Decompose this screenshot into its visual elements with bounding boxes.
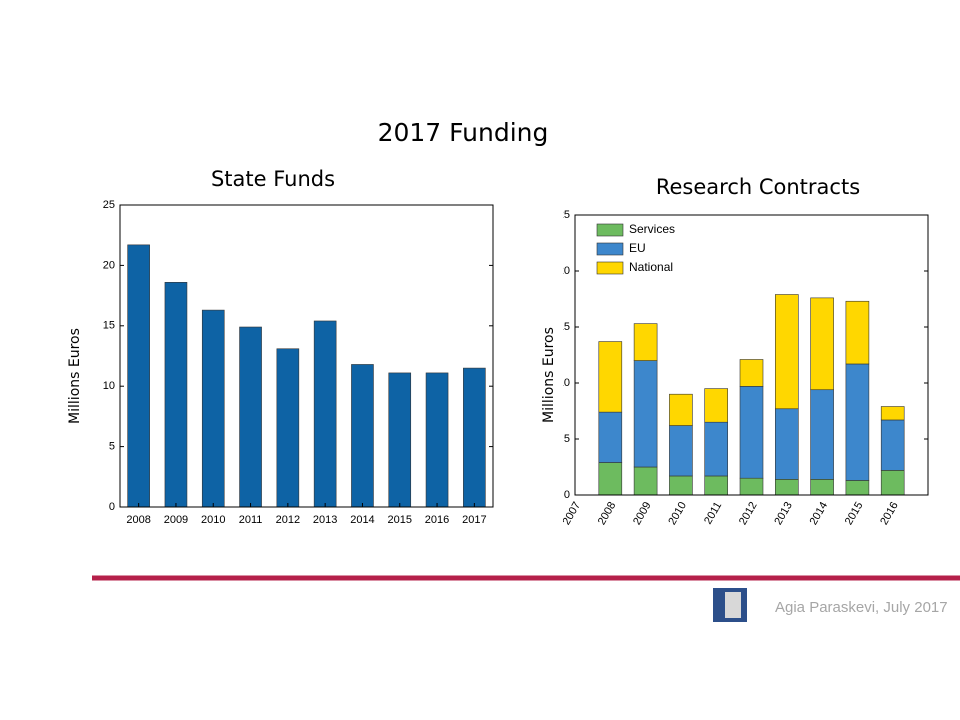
x-tick-label: 2009 (164, 514, 188, 526)
bar-segment (810, 297, 834, 391)
legend-swatch (596, 261, 624, 275)
bar-segment (704, 475, 729, 496)
bar-segment (880, 470, 905, 496)
bar-segment (598, 462, 623, 496)
x-tick-label: 2015 (388, 514, 412, 526)
bar (127, 244, 150, 508)
plot-frame (119, 204, 494, 508)
bar-segment (845, 480, 870, 496)
bar (276, 348, 300, 508)
bar (463, 367, 486, 508)
logo-figure (725, 592, 741, 618)
bar-segment (739, 359, 764, 387)
bar (239, 326, 262, 508)
x-tick-label: 2017 (462, 514, 486, 526)
x-tick-label: 2014 (350, 514, 374, 526)
bar-segment (633, 323, 658, 361)
bar-segment (880, 419, 905, 471)
x-tick-label: 2016 (878, 500, 901, 527)
bar-segment (704, 421, 729, 477)
bar (425, 372, 449, 508)
y-tick-label: 15 (558, 321, 570, 333)
bar-segment (669, 425, 693, 477)
x-tick-label: 2008 (126, 514, 150, 526)
bar-segment (845, 300, 870, 365)
y-axis-label: Millions Euros (67, 328, 83, 424)
bar-segment (739, 477, 764, 496)
x-tick-label: 2007 (560, 500, 583, 527)
x-tick-label: 2012 (276, 514, 300, 526)
x-tick-label: 2012 (737, 500, 760, 527)
bar (201, 309, 225, 508)
x-tick-label: 2016 (425, 514, 449, 526)
y-tick-label: 10 (103, 380, 115, 392)
chart-research-contracts: 0 5 10 15 20 25 2007 2008 2009 2010 2011 2012 2013 20… (558, 209, 929, 527)
bar-segment (704, 388, 729, 423)
x-tick-label: 2014 (808, 500, 831, 527)
y-tick-label: 5 (564, 433, 570, 445)
x-tick-label: 2011 (702, 500, 724, 526)
bar-segment (633, 466, 658, 496)
bar-segment (880, 406, 905, 421)
y-tick-label: 25 (558, 209, 570, 221)
y-tick-label: 20 (558, 265, 570, 277)
legend-label: Services (629, 222, 675, 236)
legend-label: EU (629, 241, 646, 255)
x-tick-label: 2010 (201, 514, 225, 526)
y-tick-label: 25 (103, 199, 115, 211)
bar-segment (739, 386, 764, 479)
chart-title: State Funds (211, 167, 335, 191)
plot-frame (574, 214, 929, 496)
bar-segment (598, 341, 623, 413)
bar-segment (774, 294, 799, 410)
bar-segment (598, 411, 623, 463)
legend-swatch (596, 242, 624, 256)
bar-segment (669, 393, 693, 426)
bar (351, 364, 374, 508)
legend-label: National (629, 260, 673, 274)
y-tick-label: 15 (103, 320, 115, 332)
y-tick-label: 10 (558, 377, 570, 389)
bar-segment (633, 360, 658, 468)
x-tick-label: 2009 (631, 500, 654, 527)
bar-segment (774, 479, 799, 496)
y-axis-label: Millions Euros (541, 327, 557, 423)
chart-title: Research Contracts (656, 175, 860, 199)
bar (388, 372, 412, 508)
bar-segment (810, 479, 834, 496)
y-tick-label: 20 (103, 259, 115, 271)
y-tick-label: 5 (109, 441, 115, 453)
footer-text: Agia Paraskevi, July 2017 (775, 599, 948, 616)
x-tick-label: 2010 (666, 500, 689, 527)
bar-segment (774, 408, 799, 480)
y-tick-label: 0 (564, 489, 570, 501)
x-tick-label: 2008 (596, 500, 619, 527)
bar-segment (669, 475, 693, 496)
x-tick-label: 2013 (772, 500, 795, 527)
legend-swatch (596, 223, 624, 237)
x-tick-label: 2015 (843, 500, 866, 527)
bar (313, 320, 337, 508)
y-tick-label: 0 (109, 501, 115, 513)
bar-segment (845, 363, 870, 481)
chart-state-funds: 0 5 10 15 20 25 2008 2009 2010 2011 2012 2013 2014 20… (103, 199, 494, 526)
x-tick-label: 2013 (313, 514, 337, 526)
x-tick-label: 2011 (239, 514, 263, 526)
bar-segment (810, 389, 834, 480)
slide-title: 2017 Funding (378, 118, 549, 147)
bar (164, 282, 188, 508)
